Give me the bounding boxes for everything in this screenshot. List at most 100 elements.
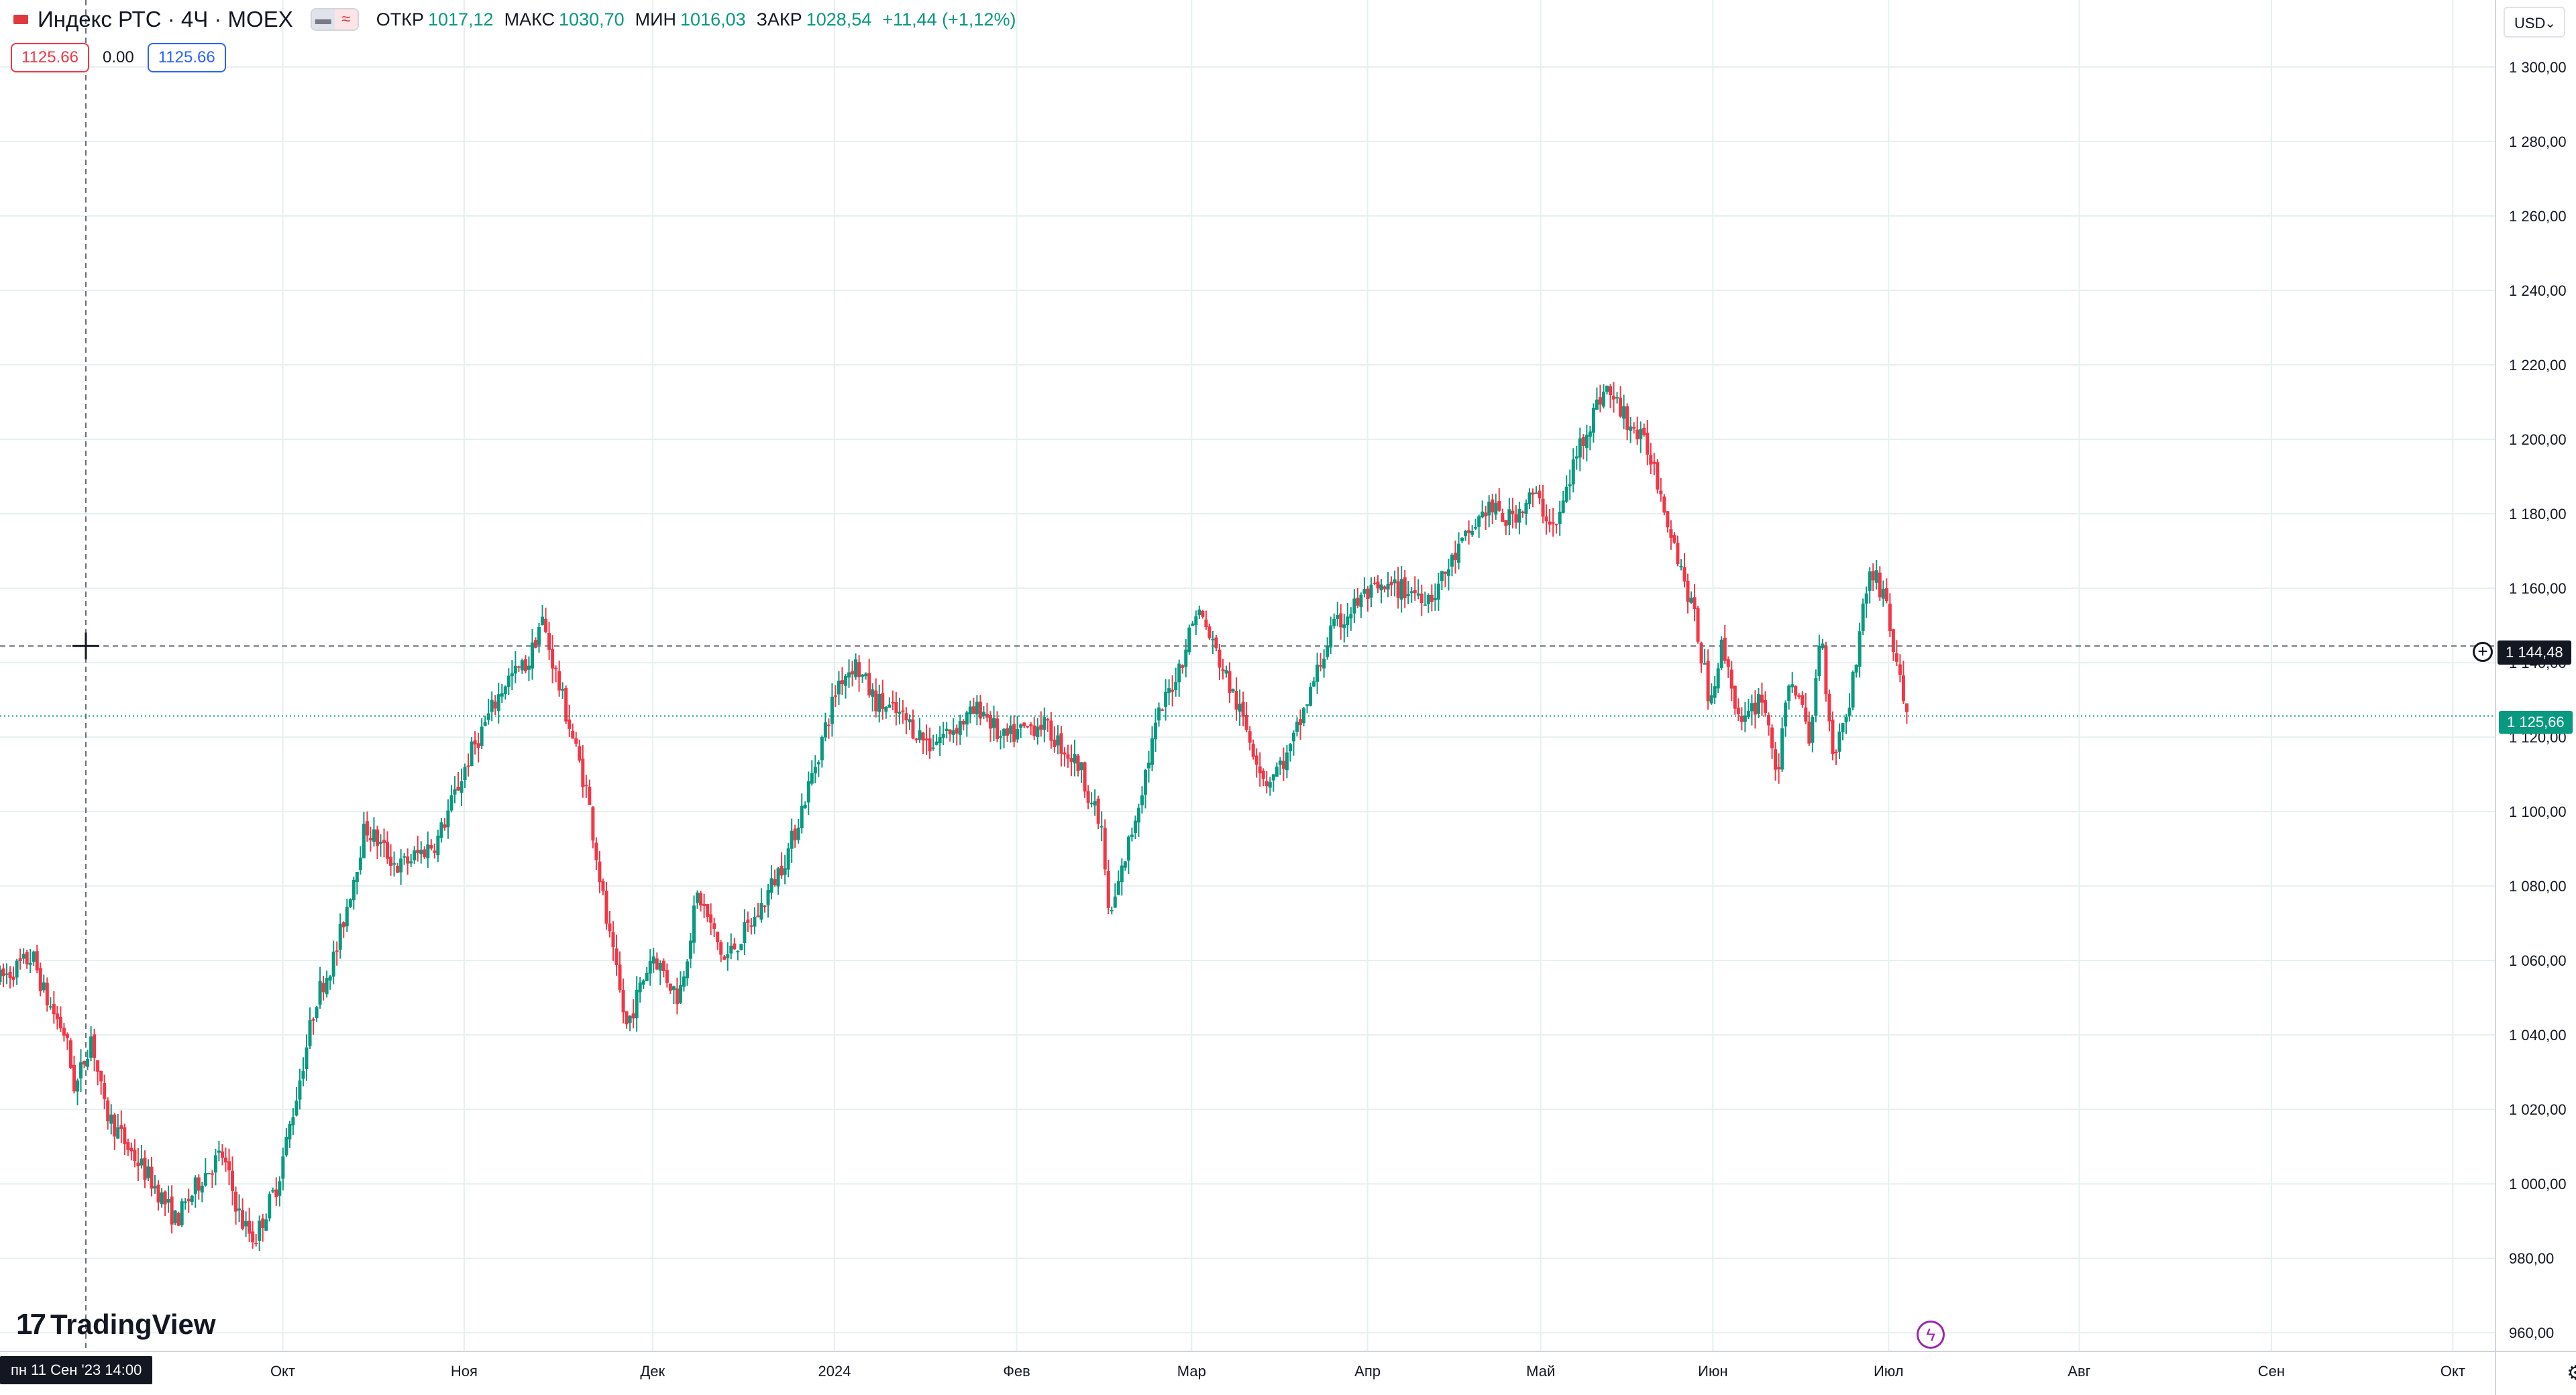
candle-body bbox=[5, 973, 9, 975]
candle-body bbox=[530, 643, 534, 669]
candle-body bbox=[143, 1158, 147, 1180]
candle-body bbox=[706, 903, 710, 917]
candle-body bbox=[65, 1034, 69, 1038]
y-tick-label: 1 160,00 bbox=[2509, 580, 2567, 597]
candle-body bbox=[389, 856, 393, 867]
candle-body bbox=[911, 719, 915, 738]
candle-body bbox=[1383, 586, 1387, 590]
tradingview-logo-icon: 17 bbox=[16, 1308, 46, 1341]
candle-body bbox=[1430, 594, 1434, 602]
candle-body bbox=[35, 951, 39, 970]
candle-body bbox=[1548, 521, 1552, 525]
candle-body bbox=[1389, 581, 1393, 585]
candle-body bbox=[1116, 881, 1120, 895]
currency-value: USD bbox=[2514, 15, 2546, 32]
approx-icon[interactable]: ≈ bbox=[334, 9, 358, 30]
candle-body bbox=[1878, 572, 1882, 598]
candle-body bbox=[1184, 649, 1188, 667]
candle-body bbox=[844, 675, 848, 686]
candle-body bbox=[614, 948, 619, 966]
candle-body bbox=[1191, 623, 1195, 626]
candle-body bbox=[1161, 709, 1165, 711]
candle-body bbox=[1403, 577, 1407, 598]
candle-body bbox=[1797, 695, 1801, 697]
candle-body bbox=[150, 1166, 154, 1189]
candle-body bbox=[921, 732, 925, 741]
candle-body bbox=[99, 1070, 103, 1082]
candle-body bbox=[1059, 733, 1063, 754]
candle-body bbox=[119, 1125, 123, 1129]
input-value-a[interactable]: 1125.66 bbox=[11, 43, 89, 72]
candle-body bbox=[1096, 798, 1100, 824]
candle-body bbox=[453, 789, 457, 795]
candle-body bbox=[924, 738, 928, 741]
candle-body bbox=[399, 858, 403, 873]
candle-body bbox=[675, 988, 679, 1005]
candle-body bbox=[1454, 553, 1458, 561]
candle-body bbox=[881, 693, 885, 709]
y-tick-label: 1 040,00 bbox=[2509, 1027, 2567, 1044]
lightning-event-icon[interactable]: ϟ bbox=[1917, 1321, 1945, 1349]
candle-body bbox=[631, 1013, 635, 1019]
candle-body bbox=[1605, 386, 1609, 392]
candle-body bbox=[1026, 726, 1030, 728]
settings-gear-icon[interactable]: ⚙ bbox=[2567, 1362, 2576, 1384]
tradingview-logo[interactable]: 17 TradingView bbox=[16, 1308, 216, 1341]
candle-body bbox=[1254, 755, 1258, 765]
candle-body bbox=[537, 627, 541, 645]
candle-body bbox=[1271, 774, 1275, 781]
candle-body bbox=[355, 872, 359, 882]
candle-body bbox=[1322, 659, 1326, 669]
candle-body bbox=[1123, 861, 1127, 868]
indicator-toggle[interactable]: ▬ ≈ bbox=[310, 8, 359, 31]
candle-body bbox=[1591, 408, 1595, 433]
crosshair-plus-icon[interactable]: + bbox=[2473, 642, 2493, 662]
candle-body bbox=[1352, 598, 1356, 614]
candle-body bbox=[264, 1219, 268, 1231]
candle-body bbox=[483, 722, 487, 726]
candle-body bbox=[749, 925, 753, 927]
currency-select[interactable]: USD ⌄ bbox=[2504, 7, 2565, 38]
candle-body bbox=[894, 702, 898, 714]
candle-body bbox=[988, 714, 992, 729]
candle-body bbox=[726, 954, 730, 958]
candle-body bbox=[1790, 684, 1794, 687]
candle-body bbox=[1130, 834, 1134, 837]
candle-body bbox=[0, 969, 2, 983]
candle-body bbox=[1009, 725, 1013, 734]
candle-body bbox=[426, 844, 430, 858]
candle-body bbox=[473, 740, 477, 744]
y-tick-label: 1 300,00 bbox=[2509, 59, 2567, 76]
close-value: 1028,54 bbox=[806, 9, 872, 30]
candle-body bbox=[1571, 459, 1575, 485]
candle-body bbox=[476, 743, 480, 748]
candle-body bbox=[996, 718, 1000, 739]
candle-body bbox=[1612, 396, 1616, 400]
candle-body bbox=[1568, 484, 1572, 487]
candle-body bbox=[1373, 582, 1377, 584]
x-tick-label: Авг bbox=[2068, 1363, 2090, 1380]
candle-body bbox=[611, 932, 615, 948]
candle-body bbox=[1457, 543, 1461, 563]
y-tick-label: 980,00 bbox=[2509, 1250, 2554, 1267]
candle-body bbox=[1811, 717, 1815, 743]
candle-body bbox=[362, 824, 366, 858]
candle-body bbox=[480, 726, 484, 746]
candle-body bbox=[402, 856, 407, 858]
brand-name: TradingView bbox=[50, 1308, 216, 1340]
minus-icon[interactable]: ▬ bbox=[311, 9, 335, 30]
candle-body bbox=[1241, 702, 1245, 717]
symbol-title[interactable]: Индекс РТС · 4Ч · MOEX bbox=[38, 7, 293, 32]
chevron-down-icon: ⌄ bbox=[2544, 16, 2556, 31]
candle-body bbox=[578, 746, 582, 761]
candle-body bbox=[496, 694, 500, 712]
candle-body bbox=[429, 845, 433, 849]
candle-body bbox=[1362, 589, 1366, 594]
x-tick-label: Дек bbox=[640, 1363, 665, 1380]
candle-body bbox=[163, 1191, 167, 1205]
candle-body bbox=[598, 861, 602, 883]
candle-body bbox=[1309, 686, 1313, 706]
input-value-c[interactable]: 1125.66 bbox=[147, 43, 226, 72]
crosshair-time-label: пн 11 Сен '23 14:00 bbox=[0, 1356, 153, 1384]
